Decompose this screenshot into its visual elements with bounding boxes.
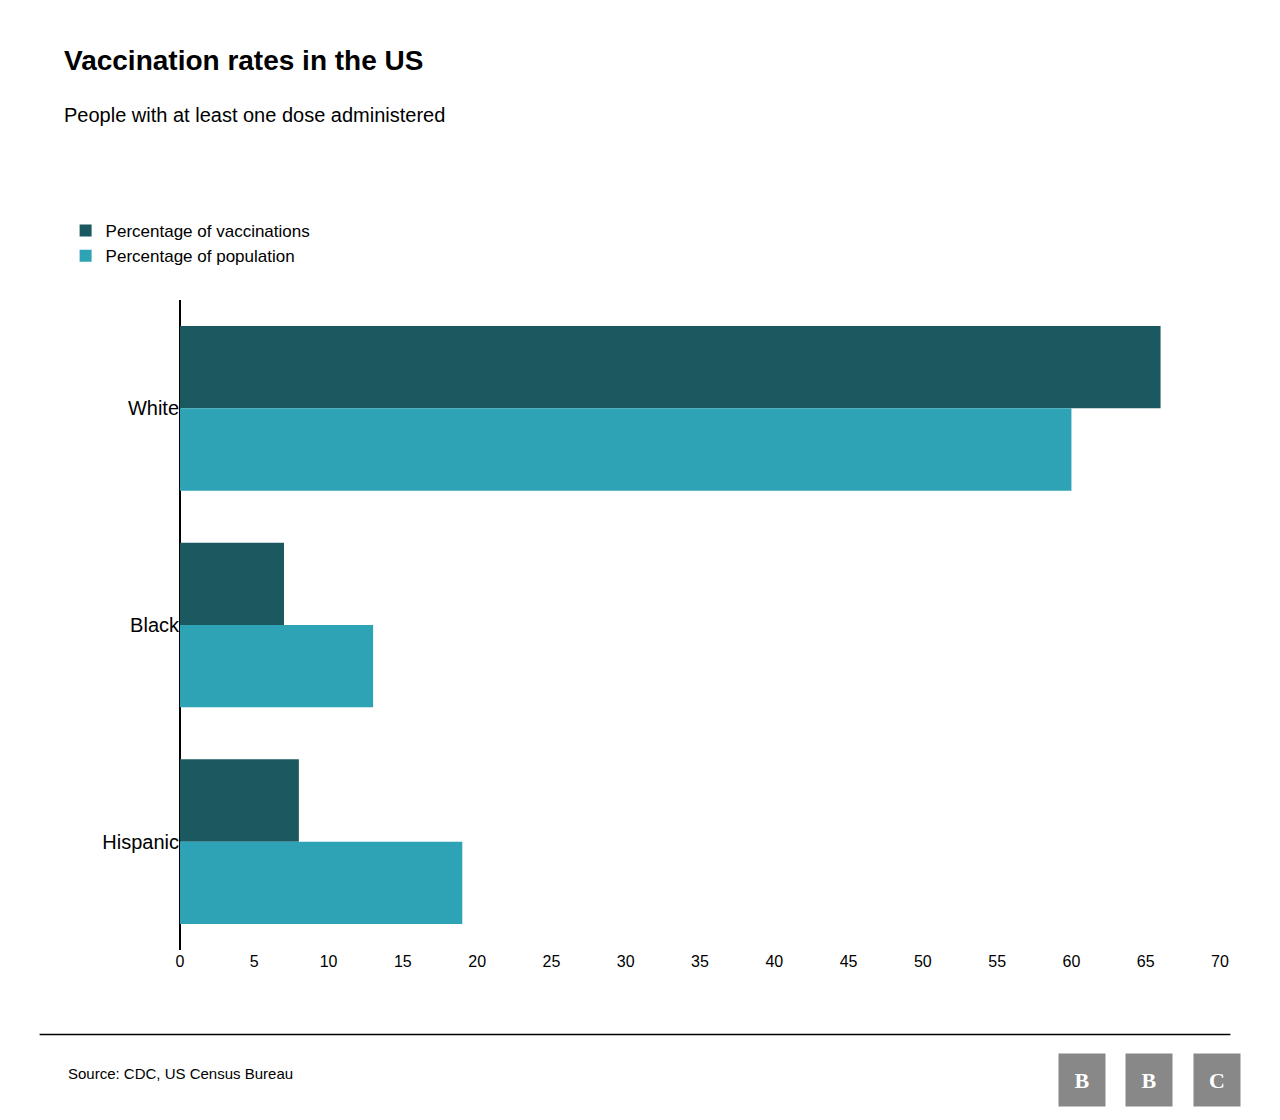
svg-text:45: 45: [840, 953, 858, 970]
svg-text:Vaccination rates in the US: Vaccination rates in the US: [64, 45, 423, 76]
svg-text:65: 65: [1137, 953, 1155, 970]
svg-text:Percentage of population: Percentage of population: [106, 247, 295, 266]
svg-text:Hispanic: Hispanic: [102, 831, 179, 853]
svg-text:35: 35: [691, 953, 709, 970]
svg-text:70: 70: [1211, 953, 1229, 970]
svg-text:Percentage of vaccinations: Percentage of vaccinations: [106, 222, 310, 241]
svg-text:White: White: [128, 397, 179, 419]
svg-text:5: 5: [250, 953, 259, 970]
svg-text:15: 15: [394, 953, 412, 970]
svg-text:0: 0: [176, 953, 185, 970]
svg-text:40: 40: [765, 953, 783, 970]
svg-text:Source: CDC, US Census Bureau: Source: CDC, US Census Bureau: [68, 1065, 293, 1082]
svg-text:30: 30: [617, 953, 635, 970]
svg-text:25: 25: [543, 953, 561, 970]
svg-text:50: 50: [914, 953, 932, 970]
svg-text:10: 10: [320, 953, 338, 970]
svg-text:60: 60: [1063, 953, 1081, 970]
svg-text:Black: Black: [130, 614, 180, 636]
svg-text:B: B: [1075, 1068, 1090, 1093]
svg-text:20: 20: [468, 953, 486, 970]
svg-text:55: 55: [988, 953, 1006, 970]
svg-text:B: B: [1142, 1068, 1157, 1093]
svg-text:C: C: [1209, 1068, 1225, 1093]
svg-text:People with at least one dose: People with at least one dose administer…: [64, 104, 445, 126]
